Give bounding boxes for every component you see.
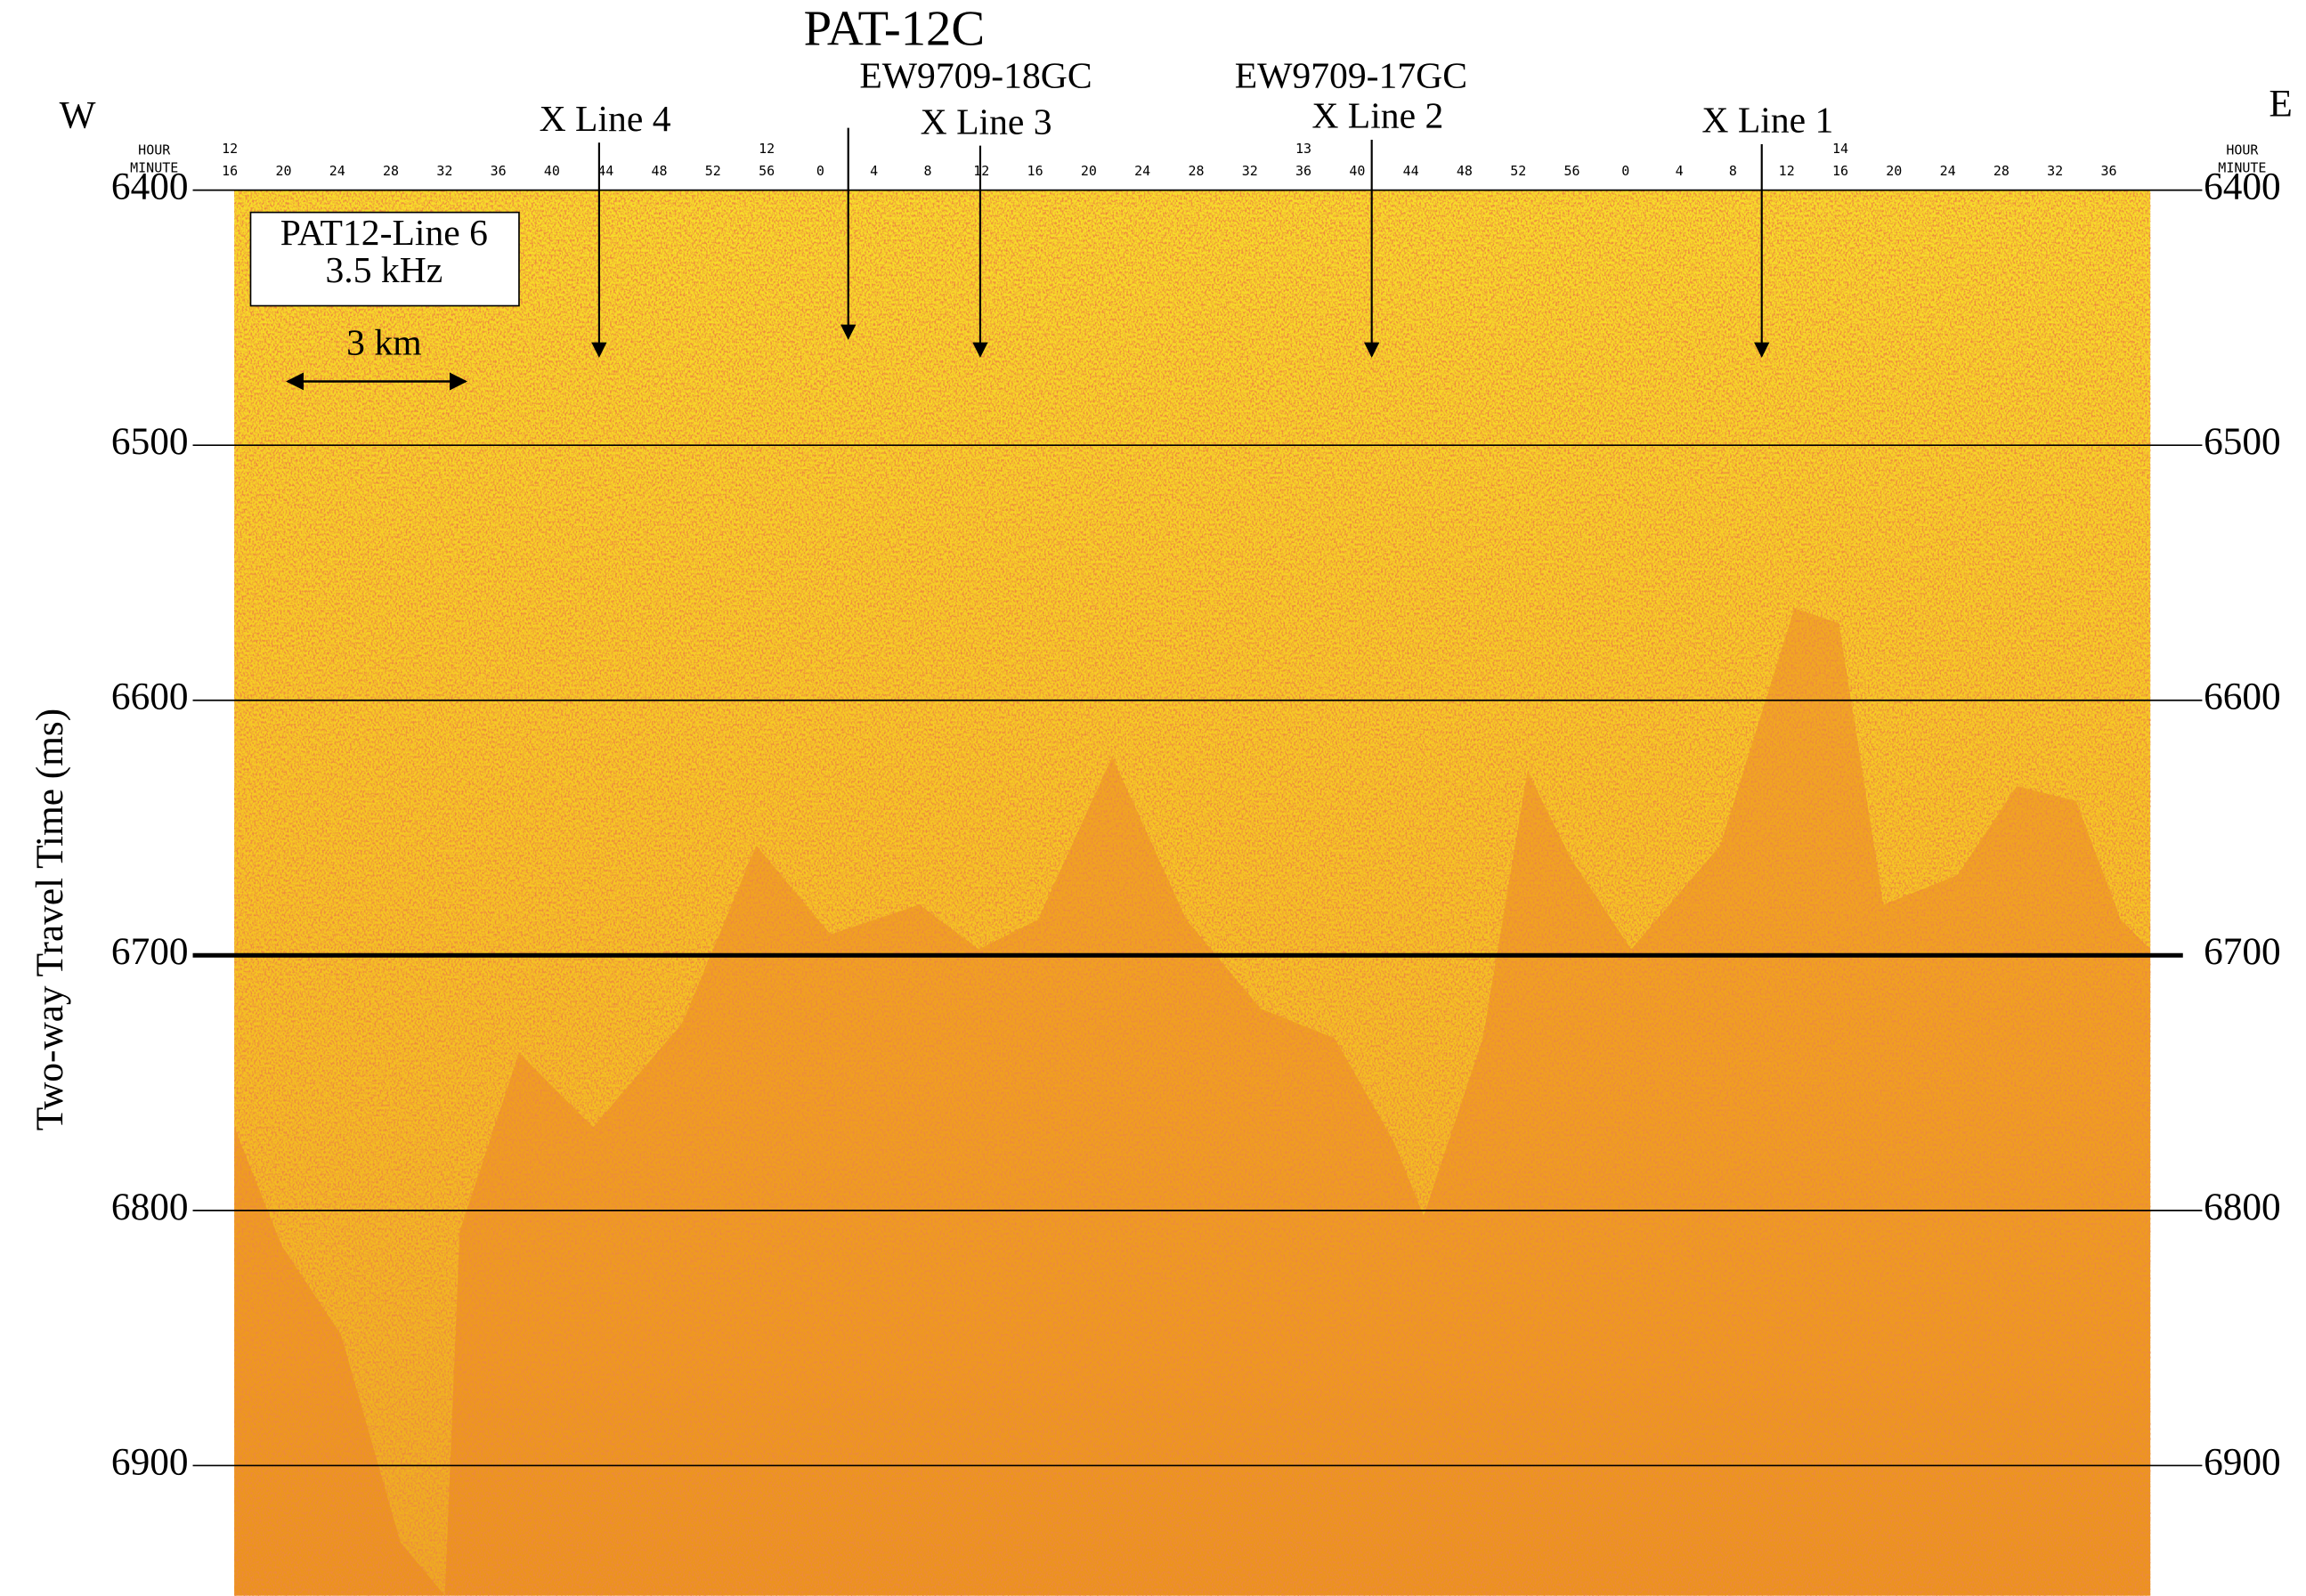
minute-label: 48 <box>652 163 668 179</box>
y-tick-label-right: 6500 <box>2204 420 2281 463</box>
y-tick-label: 6800 <box>111 1186 189 1228</box>
x-line-label: X Line 1 <box>1701 101 1833 142</box>
minute-label: 36 <box>1295 163 1311 179</box>
minute-label: 24 <box>329 163 345 179</box>
minute-label: 28 <box>383 163 399 179</box>
minute-label: 36 <box>491 163 507 179</box>
time-axis-label: MINUTE <box>2218 160 2266 176</box>
hour-label: 12 <box>759 141 775 157</box>
y-tick-label: 6500 <box>111 420 189 463</box>
profile-image <box>234 190 2151 1596</box>
minute-label: 8 <box>923 163 931 179</box>
minute-label: 32 <box>436 163 452 179</box>
core-label: EW9709-18GC <box>859 56 1092 97</box>
time-axis-label: HOUR <box>138 142 171 158</box>
x-line-label: X Line 2 <box>1311 96 1443 137</box>
x-line-label: X Line 4 <box>540 99 671 140</box>
minute-label: 24 <box>1134 163 1150 179</box>
minute-label: 32 <box>1242 163 1258 179</box>
legend-line: PAT12-Line 6 <box>280 213 488 254</box>
minute-label: 28 <box>1993 163 2010 179</box>
minute-label: 20 <box>1081 163 1097 179</box>
minute-label: 0 <box>816 163 824 179</box>
minute-label: 12 <box>1779 163 1795 179</box>
minute-label: 16 <box>1027 163 1043 179</box>
y-tick-label-right: 6600 <box>2204 676 2281 718</box>
y-tick-label: 6600 <box>111 676 189 718</box>
minute-label: 24 <box>1940 163 1956 179</box>
minute-label: 20 <box>1886 163 1902 179</box>
core-label: EW9709-17GC <box>1235 56 1467 97</box>
minute-label: 44 <box>597 163 613 179</box>
y-tick-label-right: 6400 <box>2204 166 2281 208</box>
hour-label: 12 <box>222 141 238 157</box>
east-label: E <box>2269 82 2292 125</box>
minute-label: 12 <box>973 163 989 179</box>
minute-label: 52 <box>1510 163 1526 179</box>
time-axis-label: HOUR <box>2226 142 2259 158</box>
minute-label: 56 <box>1564 163 1580 179</box>
hour-label: 14 <box>1832 141 1848 157</box>
minute-label: 52 <box>705 163 721 179</box>
y-axis-title: Two-way Travel Time (ms) <box>28 709 71 1130</box>
minute-label: 32 <box>2047 163 2063 179</box>
y-tick-label: 6900 <box>111 1440 189 1483</box>
legend-box <box>249 211 520 307</box>
minute-label: 8 <box>1729 163 1737 179</box>
time-axis-label: MINUTE <box>130 160 178 176</box>
y-tick-label: 6700 <box>111 930 189 973</box>
legend-freq: 3.5 kHz <box>325 250 443 291</box>
y-tick-label-right: 6800 <box>2204 1186 2281 1228</box>
minute-label: 40 <box>544 163 560 179</box>
scale-label: 3 km <box>346 322 421 363</box>
y-tick-label-right: 6700 <box>2204 930 2281 973</box>
minute-label: 20 <box>275 163 291 179</box>
minute-label: 28 <box>1188 163 1204 179</box>
minute-label: 48 <box>1457 163 1473 179</box>
y-tick-label-right: 6900 <box>2204 1440 2281 1483</box>
y-tick-label: 6400 <box>111 166 189 208</box>
x-line-label: X Line 3 <box>921 101 1052 142</box>
chart-title: PAT-12C <box>804 1 986 56</box>
minute-label: 56 <box>759 163 775 179</box>
west-label: W <box>60 94 96 137</box>
minute-label: 44 <box>1403 163 1419 179</box>
minute-label: 0 <box>1621 163 1629 179</box>
minute-label: 40 <box>1349 163 1365 179</box>
minute-label: 16 <box>222 163 238 179</box>
minute-label: 36 <box>2100 163 2116 179</box>
minute-label: 4 <box>1676 163 1684 179</box>
hour-label: 13 <box>1295 141 1311 157</box>
minute-label: 4 <box>870 163 878 179</box>
minute-label: 16 <box>1832 163 1848 179</box>
image-noise <box>234 190 2151 1596</box>
